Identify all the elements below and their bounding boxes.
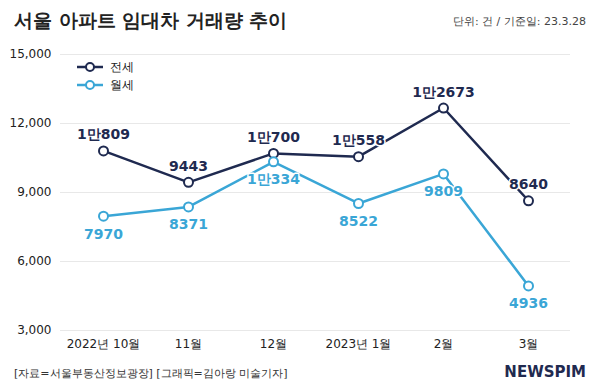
svg-text:7970: 7970	[84, 226, 123, 242]
svg-text:1만2673: 1만2673	[412, 84, 475, 100]
svg-text:2022년 10월: 2022년 10월	[67, 337, 141, 351]
svg-text:8640: 8640	[509, 176, 548, 192]
html-text:NEWSPIM: NEWSPIM	[504, 363, 586, 381]
svg-text:3월: 3월	[519, 337, 539, 351]
html-text:서울 아파트 임대차 거래량 추이: 서울 아파트 임대차 거래량 추이	[14, 9, 288, 31]
html-text:[자료=서울부동산정보광장] [그래픽=김아랑 미술기자]: [자료=서울부동산정보광장] [그래픽=김아랑 미술기자]	[14, 367, 288, 380]
svg-text:8522: 8522	[339, 213, 378, 229]
svg-text:3,000: 3,000	[17, 323, 51, 337]
svg-text:12,000: 12,000	[10, 116, 52, 130]
svg-text:1만700: 1만700	[247, 129, 300, 145]
svg-text:1만558: 1만558	[332, 132, 385, 148]
svg-text:12월: 12월	[260, 337, 287, 351]
svg-text:9,000: 9,000	[17, 185, 51, 199]
html-text:단위: 건 / 기준일: 23.3.28: 단위: 건 / 기준일: 23.3.28	[452, 15, 586, 28]
svg-text:4936: 4936	[509, 295, 548, 311]
svg-text:2023년 1월: 2023년 1월	[326, 337, 392, 351]
svg-text:9809: 9809	[424, 183, 463, 199]
html-text:월세: 월세	[110, 77, 134, 92]
svg-text:9443: 9443	[169, 158, 208, 174]
svg-text:1만809: 1만809	[77, 126, 130, 142]
svg-text:8371: 8371	[169, 216, 208, 232]
svg-text:11월: 11월	[175, 337, 202, 351]
svg-text:2월: 2월	[434, 337, 454, 351]
svg-text:1만334: 1만334	[247, 171, 300, 187]
html-text:전세: 전세	[110, 59, 134, 74]
svg-text:6,000: 6,000	[17, 254, 51, 268]
svg-text:15,000: 15,000	[10, 47, 52, 61]
